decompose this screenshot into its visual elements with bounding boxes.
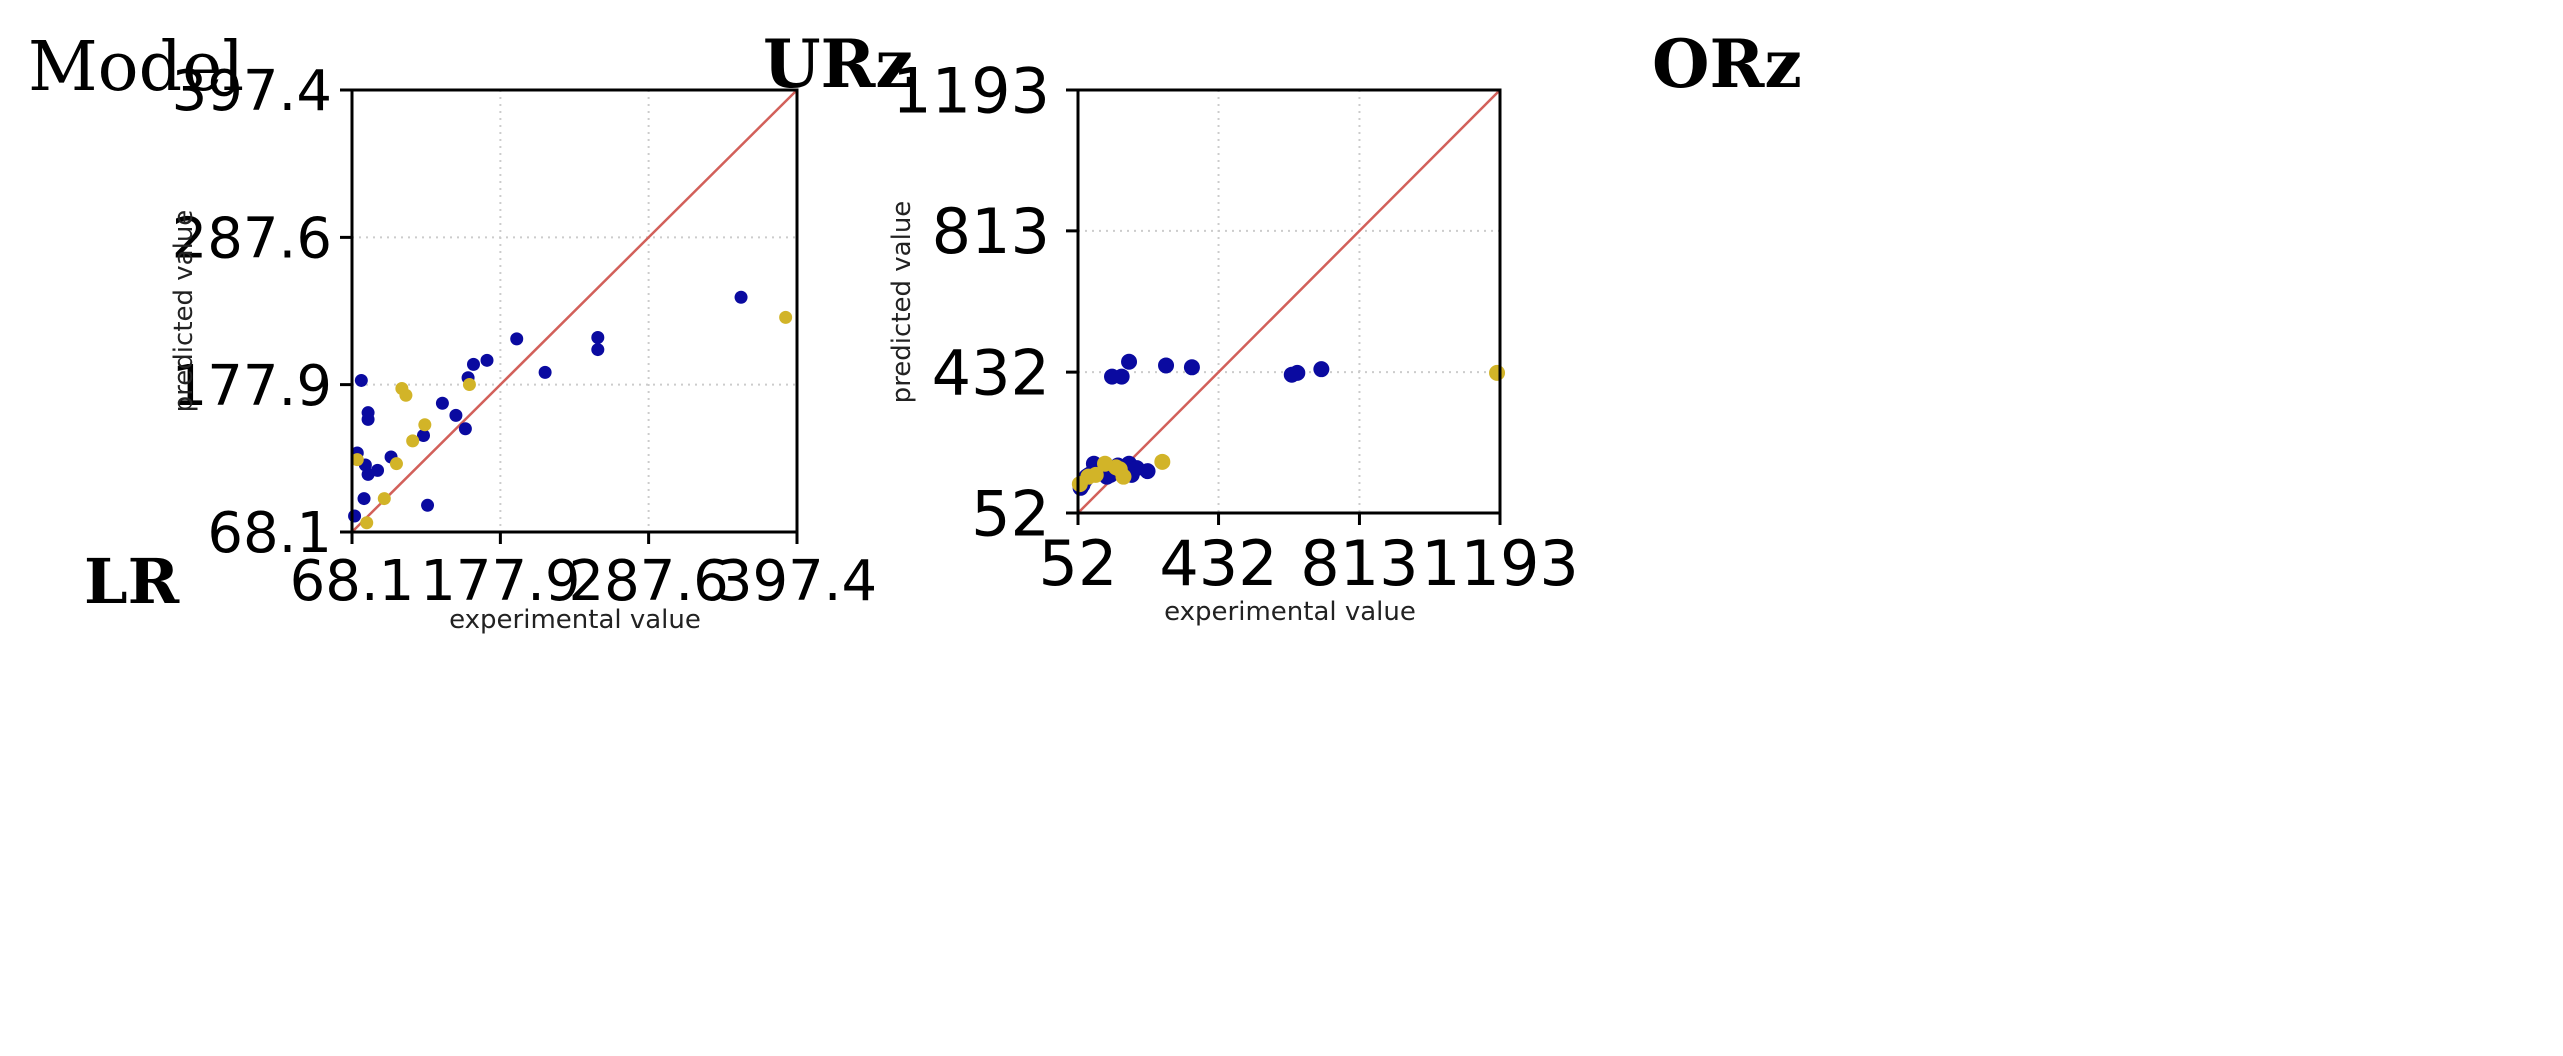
data-point-train [458,422,472,436]
y-tick-label: 813 [932,195,1050,268]
data-point-test [406,434,420,448]
data-point-train [591,343,605,357]
x-tick-label: 432 [1159,527,1277,600]
model-header-label: Model [28,28,245,107]
data-point-test [1154,453,1171,470]
data-point-train [449,408,463,422]
data-point-train [1158,357,1175,374]
data-point-train [1121,353,1138,370]
y-axis-label: predicted value [887,201,917,404]
data-point-train [435,396,449,410]
x-tick-label: 813 [1300,527,1418,600]
x-axis-label: experimental value [449,605,701,635]
data-point-train [1289,364,1306,381]
plot-frame [1076,88,1502,515]
x-tick-label: 287.6 [568,549,728,614]
data-point-train [371,463,385,477]
data-point-train [421,498,435,512]
x-tick-label: 52 [1039,527,1118,600]
data-point-test [350,453,364,467]
x-axis-label: experimental value [1164,597,1416,627]
data-point-test [462,377,476,391]
data-point-train [1313,361,1330,378]
x-tick-label: 397.4 [717,549,877,614]
chart-urz: 68.168.1177.9177.9287.6287.6397.4397.4ex… [169,59,877,635]
x-tick-label: 1193 [1421,527,1579,600]
data-point-test [1087,466,1104,483]
data-point-test [1115,468,1132,485]
y-tick-label: 432 [932,336,1050,409]
y-axis-label: predicted value [169,210,199,413]
data-point-train [1183,359,1200,376]
data-point-test [418,418,432,432]
data-point-test [399,388,413,402]
data-point-train [361,406,375,420]
x-tick-label: 177.9 [420,549,580,614]
data-point-train [510,332,524,346]
y-tick-label: 1193 [892,54,1050,127]
data-point-test [779,310,793,324]
data-point-train [538,365,552,379]
data-point-train [357,492,371,506]
data-point-test [377,492,391,506]
y-tick-label: 177.9 [172,354,332,419]
row-label-lr: LR [84,545,180,618]
chart-title-orz: ORz [1652,25,1802,103]
data-point-train [1139,463,1156,480]
data-point-train [348,509,362,523]
data-point-test [360,516,374,530]
x-tick-label: 68.1 [290,549,415,614]
data-point-train [591,331,605,345]
data-point-train [354,373,368,387]
identity-line [1077,89,1501,514]
data-point-train [734,290,748,304]
data-point-train [480,353,494,367]
y-tick-label: 68.1 [207,501,332,566]
plot-frame [350,88,799,534]
data-point-train [416,428,430,442]
y-tick-label: 287.6 [172,207,332,272]
y-tick-label: 52 [971,477,1050,550]
data-point-train [466,357,480,371]
data-point-test [1489,364,1506,381]
data-point-train [1113,368,1130,385]
identity-line [351,89,798,533]
y-tick-label: 397.4 [172,59,332,124]
data-point-test [389,457,403,471]
